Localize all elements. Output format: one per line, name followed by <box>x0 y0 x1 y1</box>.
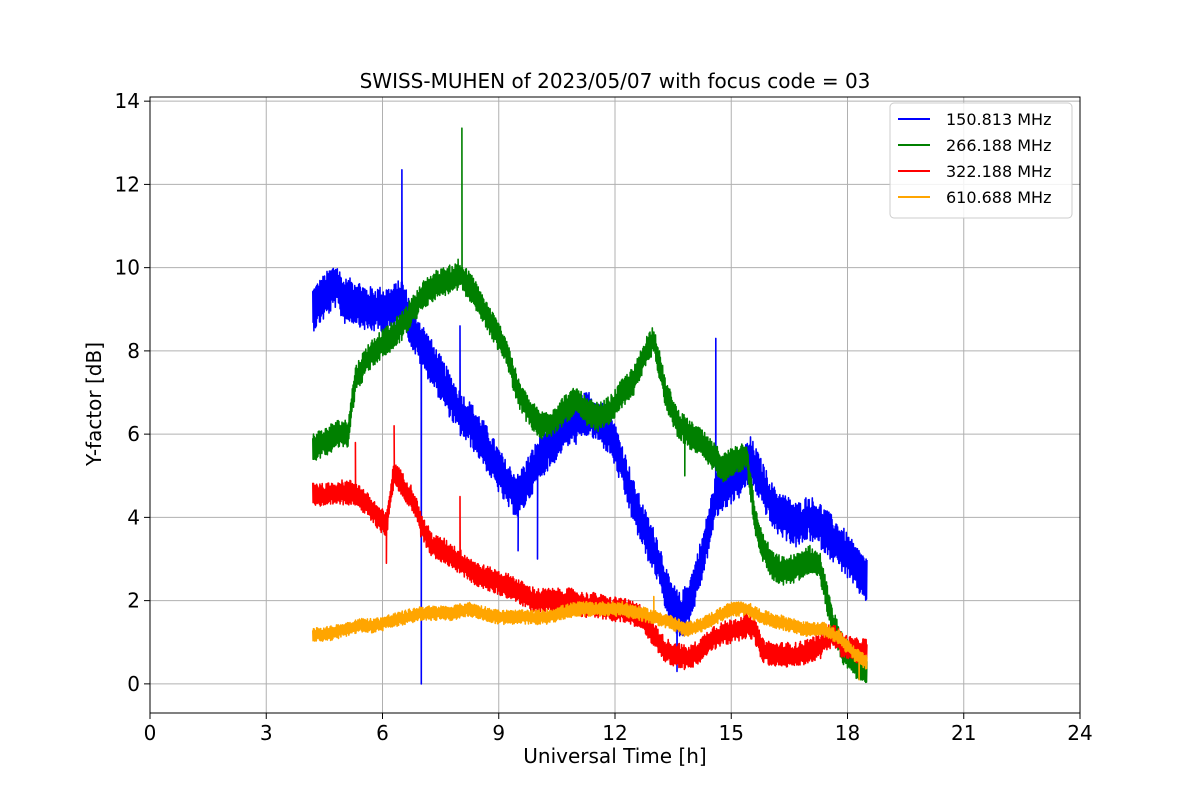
x-axis-label: Universal Time [h] <box>523 744 706 768</box>
legend-label-2: 266.188 MHz <box>946 136 1051 155</box>
y-tick-label: 14 <box>115 89 140 113</box>
y-tick-label: 12 <box>115 172 140 196</box>
y-tick-label: 8 <box>127 339 140 363</box>
y-tick-label: 2 <box>127 589 140 613</box>
x-tick-label: 18 <box>835 721 860 745</box>
x-tick-label: 6 <box>376 721 389 745</box>
series-line-2 <box>312 127 868 684</box>
x-tick-label: 3 <box>260 721 273 745</box>
x-tick-label: 12 <box>602 721 627 745</box>
chart-title: SWISS-MUHEN of 2023/05/07 with focus cod… <box>360 69 871 93</box>
x-tick-label: 0 <box>144 721 157 745</box>
y-tick-label: 6 <box>127 422 140 446</box>
x-tick-label: 15 <box>719 721 744 745</box>
x-tick-label: 24 <box>1067 721 1092 745</box>
x-axis-ticks: 0 3 6 9 12 15 18 21 24 <box>144 713 1093 745</box>
y-tick-label: 4 <box>127 505 140 529</box>
legend: 150.813 MHz 266.188 MHz 322.188 MHz 610.688… <box>889 102 1073 219</box>
legend-label-1: 150.813 MHz <box>946 110 1051 129</box>
y-tick-label: 10 <box>115 256 140 280</box>
x-tick-label: 21 <box>951 721 976 745</box>
legend-label-4: 610.688 MHz <box>946 188 1051 207</box>
series-line-3 <box>312 425 868 671</box>
y-tick-label: 0 <box>127 672 140 696</box>
series-line-4 <box>312 595 868 681</box>
x-tick-label: 9 <box>492 721 505 745</box>
legend-box <box>889 102 1073 219</box>
plot-area <box>312 127 868 685</box>
legend-label-3: 322.188 MHz <box>946 162 1051 181</box>
y-axis-label: Y-factor [dB] <box>82 342 106 467</box>
series-line-1 <box>312 169 868 685</box>
y-axis-ticks: 0 2 4 6 8 10 12 14 <box>115 89 150 696</box>
